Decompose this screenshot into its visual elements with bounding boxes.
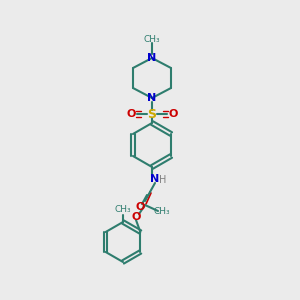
Text: CH₃: CH₃ (144, 34, 160, 43)
Text: H: H (159, 175, 167, 185)
Text: N: N (147, 53, 157, 63)
Text: N: N (147, 93, 157, 103)
Text: O: O (126, 109, 136, 119)
Text: S: S (148, 107, 157, 121)
Text: O: O (131, 212, 141, 222)
Text: O: O (135, 202, 145, 212)
Text: N: N (150, 174, 160, 184)
Text: CH₃: CH₃ (115, 205, 131, 214)
Text: O: O (168, 109, 178, 119)
Text: CH₃: CH₃ (154, 208, 170, 217)
